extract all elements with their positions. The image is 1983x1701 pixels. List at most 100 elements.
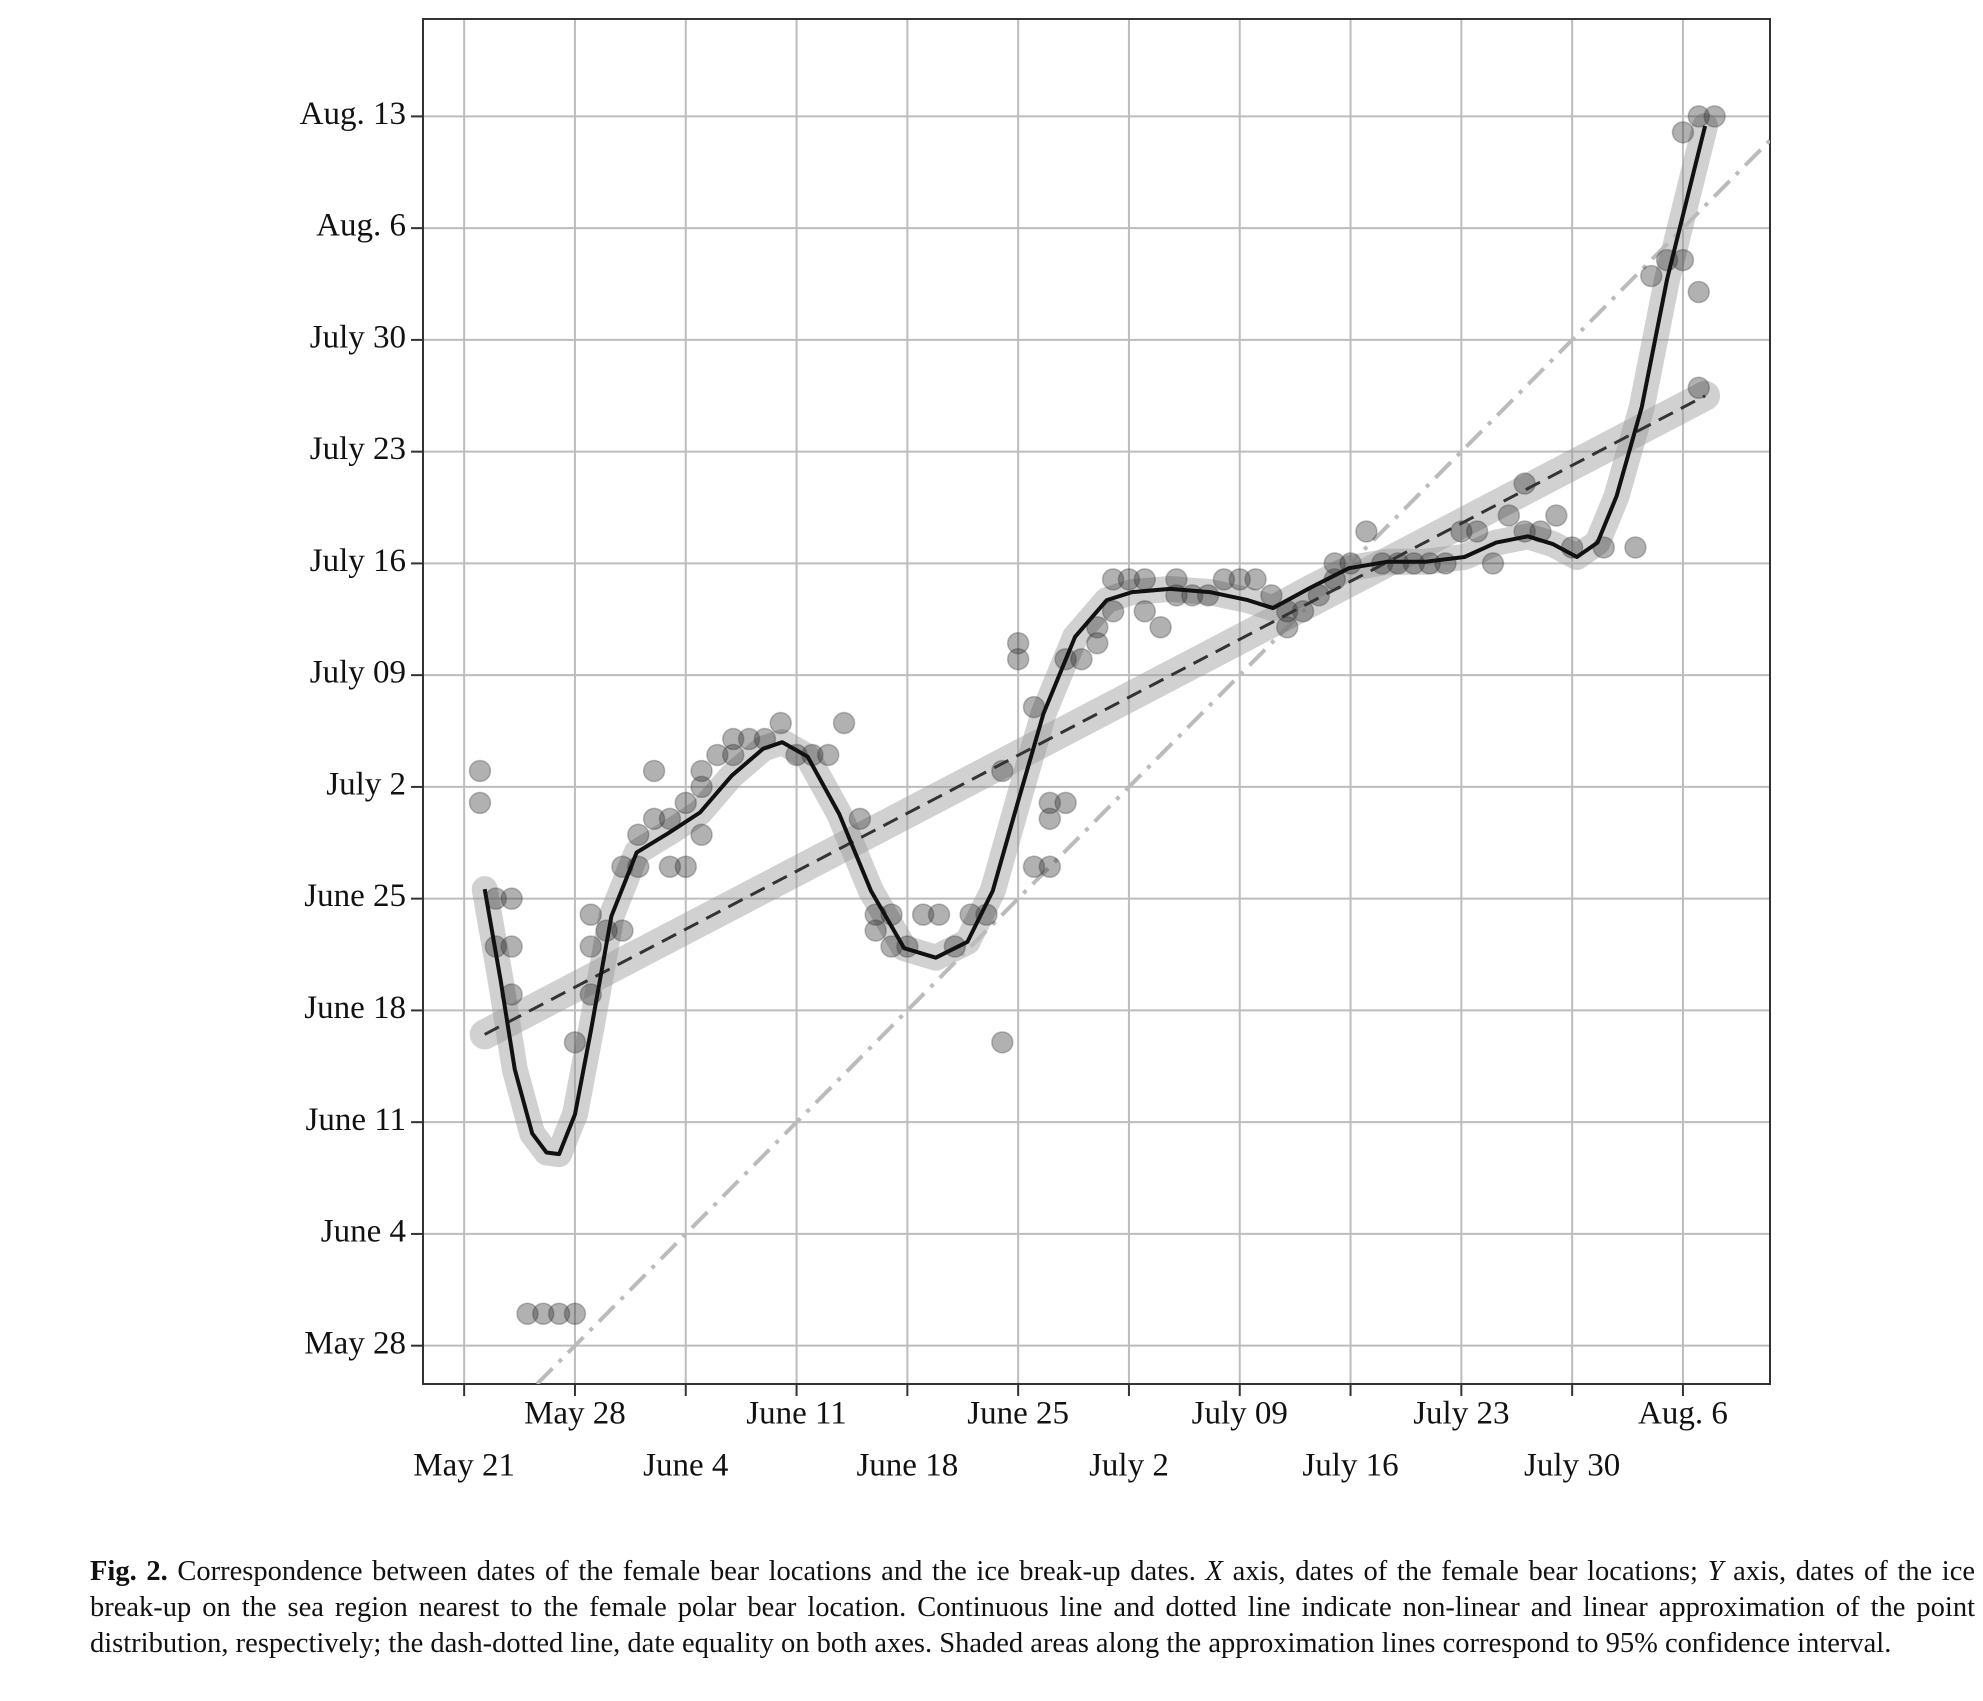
data-point [690,775,713,799]
data-point [706,743,729,767]
y-tick-label: July 16 [310,543,406,579]
data-point [927,903,951,926]
data-point [642,807,666,831]
data-point [1133,568,1157,591]
caption-part: axis, dates of the female bear locations… [1222,1556,1708,1587]
data-point [516,1302,539,1326]
y-tick-label: Aug. 13 [300,96,406,132]
data-point [1260,584,1283,607]
data-point [1006,647,1030,671]
data-point [1703,105,1726,128]
data-point [1481,552,1505,575]
data-point [690,823,713,847]
data-point [911,903,935,926]
data-point [1006,631,1030,655]
data-point [674,791,698,815]
data-point [532,1302,555,1326]
data-point [1133,600,1157,623]
linear-fit-line [484,394,1706,1036]
y-tick-label: July 2 [326,766,406,802]
y-tick-label: July 23 [310,431,406,467]
data-point [1038,807,1062,831]
data-point [468,759,492,783]
data-point [547,1302,571,1326]
data-point [1244,568,1267,591]
y-tick-label: June 11 [305,1102,406,1138]
data-point [563,1302,587,1326]
y-tick-label: May 28 [304,1325,406,1361]
data-point [1465,520,1489,543]
x-tick-label: June 11 [746,1396,847,1432]
data-point [468,791,492,815]
data-point [721,727,745,751]
data-point [1038,855,1062,878]
data-point [674,855,698,878]
caption-part: Correspondence between dates of the fema… [167,1556,1206,1587]
caption-part: X [1205,1556,1223,1587]
data-point [690,759,713,783]
data-point [721,743,745,767]
data-point [1545,504,1568,527]
data-point [1624,536,1647,559]
x-tick-label: May 21 [413,1448,515,1484]
x-tick-label: July 23 [1413,1396,1509,1432]
data-point [1687,105,1711,128]
data-point [563,1031,587,1054]
x-tick-label: June 4 [643,1448,728,1484]
data-point [1070,647,1093,671]
data-point [1275,616,1299,639]
data-point [1687,280,1711,304]
data-point [1165,568,1188,591]
data-point [1054,791,1077,815]
data-point [579,903,603,926]
data-point [832,711,856,735]
y-tick-label: July 30 [310,319,406,355]
data-point [737,727,761,751]
data-point [1212,568,1236,591]
data-point [848,807,872,831]
data-point [500,887,523,910]
data-point [1086,616,1109,639]
data-point [1101,568,1125,591]
data-point [1022,855,1046,878]
data-point [1038,791,1062,815]
data-point [1149,616,1172,639]
data-point [1640,264,1663,288]
plot-area [468,105,1770,1384]
y-tick-label: Aug. 6 [316,208,406,244]
x-tick-label: May 28 [524,1396,626,1432]
x-tick-label: Aug. 6 [1638,1396,1728,1432]
caption: Fig. 2. Correspondence between dates of … [90,1554,1975,1662]
data-point [1228,568,1251,591]
data-point [816,743,840,767]
x-tick-label: July 30 [1524,1448,1620,1484]
data-point [1450,520,1473,543]
x-tick-label: July 16 [1302,1448,1398,1484]
data-point [500,935,523,958]
data-point [658,807,682,831]
data-point [1434,552,1457,575]
data-point [1355,520,1378,543]
data-point [611,919,634,942]
plot-frame [422,18,1771,1385]
data-point [627,823,650,847]
y-tick-label: June 4 [321,1214,406,1250]
data-point [1497,504,1521,527]
data-point [1086,631,1109,655]
x-tick-label: July 2 [1089,1448,1169,1484]
equality-line [535,138,1770,1384]
data-point [1101,600,1125,623]
data-point [579,935,603,958]
y-tick-label: July 09 [310,655,406,691]
data-point [864,919,887,942]
x-tick-label: June 18 [856,1448,958,1484]
caption-part: Y [1707,1556,1724,1587]
data-point [1671,121,1695,144]
data-point [1117,568,1141,591]
data-point [1513,472,1536,495]
data-point [642,759,666,783]
caption-part: Fig. 2. [90,1556,168,1587]
y-tick-label: June 25 [304,878,406,914]
